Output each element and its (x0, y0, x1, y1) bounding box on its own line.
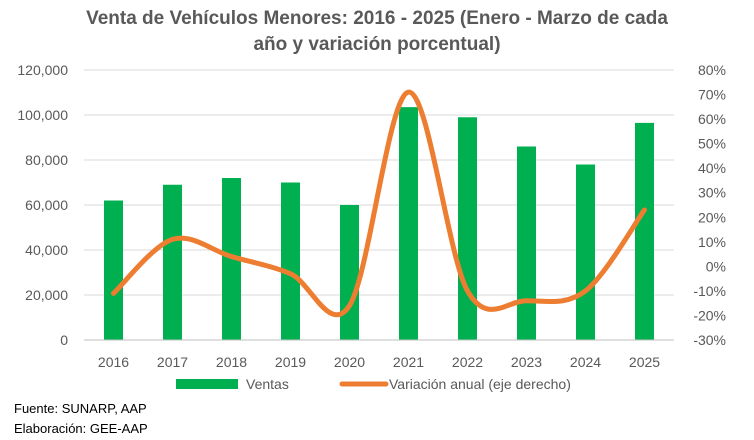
y-left-tick-label: 20,000 (25, 287, 68, 303)
y-left-tick-label: 80,000 (25, 152, 68, 168)
line-series (111, 89, 647, 318)
bar-series (104, 107, 654, 340)
y-right-tick-label: -10% (693, 283, 726, 299)
y-right-tick-label: -30% (693, 332, 726, 348)
y-right-tick-label: 70% (698, 87, 726, 103)
legend-label-ventas: Ventas (246, 376, 289, 392)
bar-2024 (576, 164, 595, 340)
x-tick-label: 2018 (216, 354, 247, 370)
bar-2021 (399, 107, 418, 340)
bar-2020 (340, 205, 359, 340)
chart-title: Venta de Vehículos Menores: 2016 - 2025 … (86, 8, 668, 55)
x-tick-label: 2022 (452, 354, 483, 370)
y-right-tick-label: 20% (698, 209, 726, 225)
x-tick-label: 2024 (570, 354, 601, 370)
variation-line (111, 89, 647, 318)
source-note: Fuente: SUNARP, AAP (14, 401, 147, 416)
y-right-tick-label: 80% (698, 62, 726, 78)
y-right-tick-label: -20% (693, 307, 726, 323)
y-right-tick-label: 0% (706, 258, 726, 274)
y-left-tick-label: 40,000 (25, 242, 68, 258)
bar-2019 (281, 182, 300, 340)
legend: Ventas Variación anual (eje derecho) (176, 376, 571, 392)
bar-2025 (635, 122, 654, 340)
y-axis-right: -30% -20% -10% 0% 10% 20% 30% 40% 50% 60% 70% 80% (693, 62, 726, 348)
prepared-by-note: Elaboración: GEE-AAP (14, 421, 148, 436)
x-tick-label: 2025 (629, 354, 660, 370)
bar-2023 (517, 146, 536, 340)
y-right-tick-label: 60% (698, 111, 726, 127)
legend-swatch-ventas (176, 379, 238, 389)
y-right-tick-label: 50% (698, 136, 726, 152)
x-tick-label: 2020 (334, 354, 365, 370)
x-tick-label: 2019 (275, 354, 306, 370)
y-left-tick-label: 100,000 (17, 107, 68, 123)
bar-2022 (458, 117, 477, 340)
bar-2016 (104, 200, 123, 340)
y-left-tick-label: 60,000 (25, 197, 68, 213)
x-tick-label: 2021 (393, 354, 424, 370)
y-left-tick-label: 120,000 (17, 62, 68, 78)
y-right-tick-label: 40% (698, 160, 726, 176)
x-axis: 2016 2017 2018 2019 2020 2021 2022 2023 2024 2025 (84, 339, 674, 370)
y-axis-left: 0 20,000 40,000 60,000 80,000 100,000 120,000 (17, 62, 68, 348)
x-tick-label: 2017 (157, 354, 188, 370)
y-left-tick-label: 0 (60, 332, 68, 348)
y-right-tick-label: 30% (698, 185, 726, 201)
y-right-tick-label: 10% (698, 234, 726, 250)
legend-label-variacion: Variación anual (eje derecho) (389, 376, 571, 392)
x-tick-label: 2023 (511, 354, 542, 370)
x-tick-label: 2016 (98, 354, 129, 370)
bar-2017 (163, 184, 182, 340)
